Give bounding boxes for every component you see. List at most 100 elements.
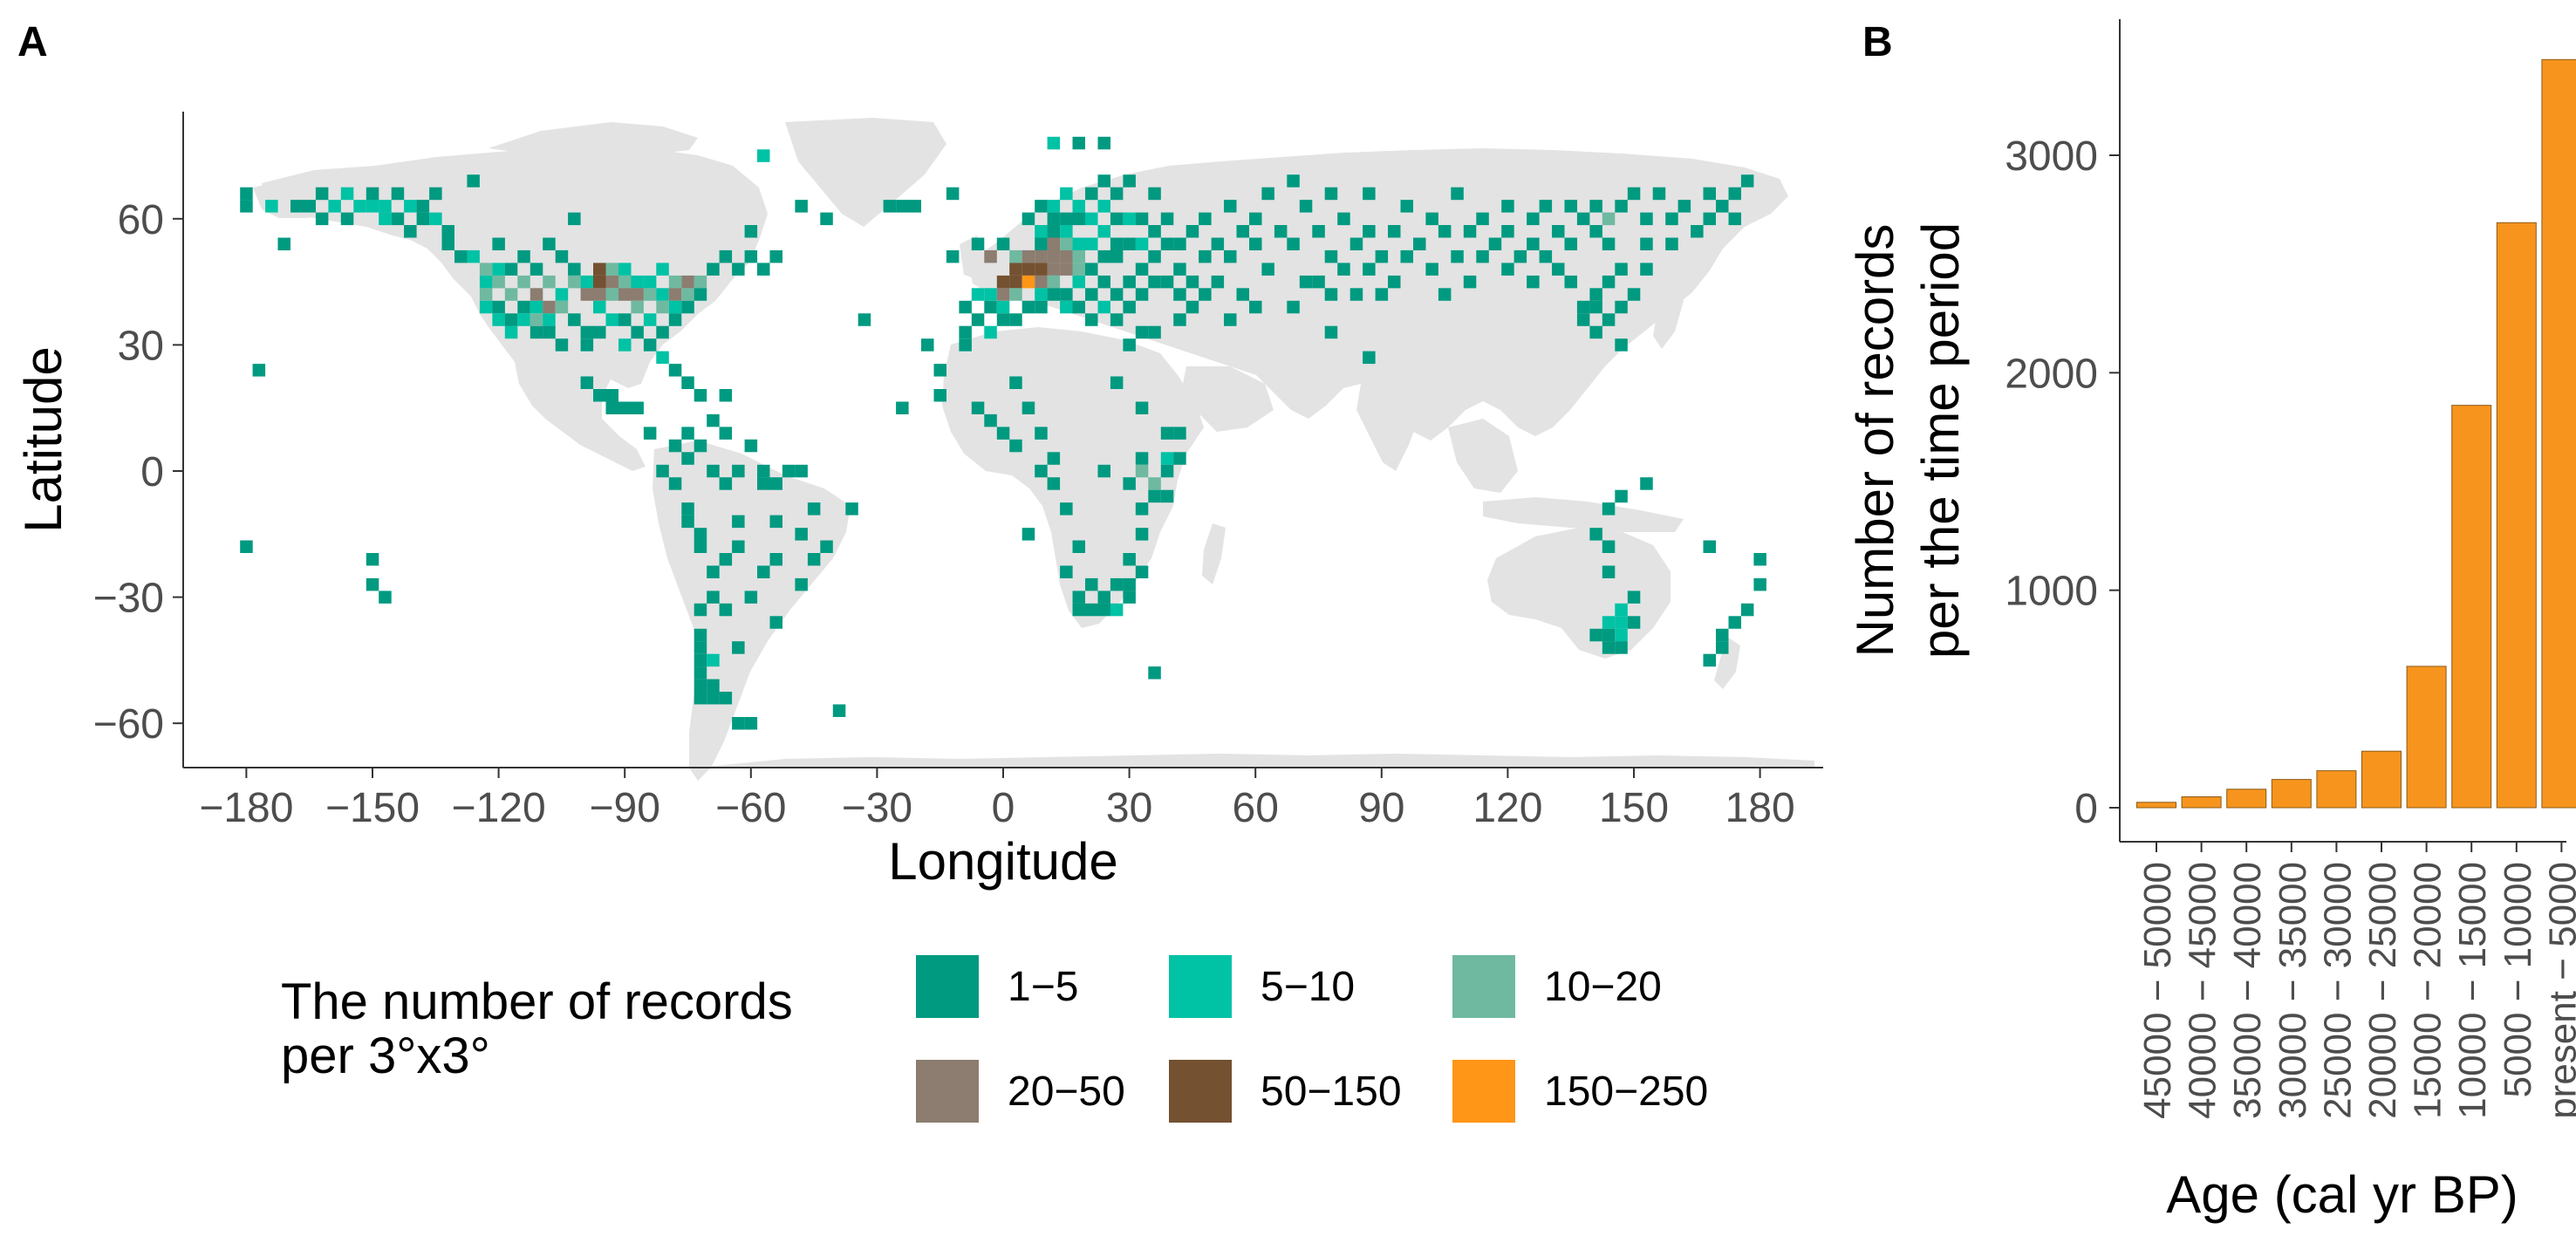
map-cell	[504, 325, 518, 339]
map-cell	[1072, 237, 1085, 250]
map-cell	[441, 225, 454, 238]
map-cell	[543, 300, 556, 314]
map-x-tick-label: −180	[199, 785, 293, 831]
land-alaska	[253, 173, 375, 218]
map-cell	[971, 237, 985, 250]
map-cell	[656, 263, 669, 276]
map-cell	[1602, 628, 1616, 642]
map-cell	[719, 427, 733, 440]
map-cell	[1602, 565, 1616, 578]
map-cell	[1615, 641, 1628, 654]
map-cell	[668, 313, 682, 326]
map-cell	[593, 275, 606, 289]
land-india	[1356, 384, 1422, 471]
map-cell	[1085, 187, 1098, 201]
map-cell	[1753, 577, 1766, 591]
map-cell	[1728, 616, 1741, 629]
panel-letter-a: A	[17, 19, 48, 65]
legend-swatch	[1452, 1060, 1515, 1123]
map-cell	[1312, 275, 1325, 289]
map-cell	[303, 200, 316, 213]
map-cell	[807, 553, 821, 566]
map-cell	[1022, 528, 1035, 541]
bar	[2271, 779, 2312, 809]
map-cell	[391, 212, 405, 226]
map-cell	[1135, 452, 1149, 465]
map-cell	[757, 464, 770, 478]
map-cell	[1677, 200, 1691, 213]
bar	[2451, 405, 2492, 809]
land-japan	[1653, 279, 1684, 349]
map-cell	[996, 237, 1010, 250]
map-cell	[1363, 187, 1376, 201]
map-cell	[656, 300, 669, 314]
map-cell	[1035, 288, 1048, 301]
land-madagascar	[1202, 523, 1226, 584]
map-cell	[530, 263, 543, 276]
map-cell	[1123, 212, 1136, 226]
map-cell	[984, 249, 997, 263]
map-cell	[1199, 212, 1212, 226]
map-cell	[1665, 212, 1678, 226]
legend-label: 50−150	[1261, 1069, 1402, 1115]
map-cell	[1135, 528, 1149, 541]
map-cell	[668, 477, 682, 490]
map-cell	[782, 464, 796, 478]
map-cell	[1047, 263, 1061, 276]
map-cell	[1047, 275, 1061, 289]
map-cell	[1160, 452, 1174, 465]
map-cell	[1640, 263, 1653, 276]
map-cell	[240, 200, 253, 213]
map-cell	[618, 288, 632, 301]
map-cell	[656, 464, 669, 478]
map-cell	[1135, 502, 1149, 516]
map-cell	[1173, 452, 1186, 465]
map-cell	[1135, 464, 1149, 478]
map-cell	[1148, 325, 1161, 339]
map-cell	[340, 212, 354, 226]
map-cell	[580, 275, 594, 289]
map-cell	[1703, 187, 1716, 201]
land-arctic-archipelago	[489, 122, 698, 155]
map-cell	[467, 174, 480, 188]
map-cell	[1274, 225, 1288, 238]
map-cell	[933, 364, 946, 377]
bar-x-ticks: 45000 − 50000 40000 − 45000 35000 − 40000 3…	[2136, 862, 2576, 1119]
map-cell	[1097, 249, 1110, 263]
map-cell	[1199, 288, 1212, 301]
bar-x-axis-title: Age (cal yr BP)	[2166, 1165, 2518, 1224]
map-cell	[1375, 249, 1389, 263]
map-cell	[681, 376, 694, 389]
map-cell	[1160, 212, 1174, 226]
map-cell	[921, 338, 934, 352]
map-cell	[631, 275, 644, 289]
map-cell	[1148, 477, 1161, 490]
map-cell	[1224, 249, 1237, 263]
map-cell	[681, 427, 694, 440]
map-cell	[1047, 452, 1061, 465]
map-cell	[568, 263, 581, 276]
map-cell	[1615, 603, 1628, 617]
map-cell	[517, 300, 530, 314]
map-cell	[1324, 187, 1338, 201]
map-cell	[1123, 338, 1136, 352]
map-cell	[1097, 275, 1110, 289]
map-cell	[832, 704, 846, 717]
map-cell	[1589, 288, 1602, 301]
map-cell	[1022, 300, 1035, 314]
map-cell	[618, 313, 632, 326]
bar	[2541, 58, 2576, 809]
map-cell	[429, 187, 442, 201]
bar-x-tick-label: 30000 − 35000	[2272, 862, 2314, 1119]
map-cell	[593, 263, 606, 276]
map-cell	[1589, 225, 1602, 238]
bar-x-tick-label: 25000 − 30000	[2316, 862, 2359, 1119]
map-y-tick-label: −60	[93, 701, 164, 748]
map-cell	[1060, 237, 1073, 250]
map-cell	[668, 275, 682, 289]
map-cell	[1022, 212, 1035, 226]
map-cell	[1123, 553, 1136, 566]
map-cell	[1564, 275, 1577, 289]
map-cell	[277, 237, 290, 250]
map-legend: The number of records per 3°x3° 1−5 5−10 1…	[281, 955, 1708, 1123]
